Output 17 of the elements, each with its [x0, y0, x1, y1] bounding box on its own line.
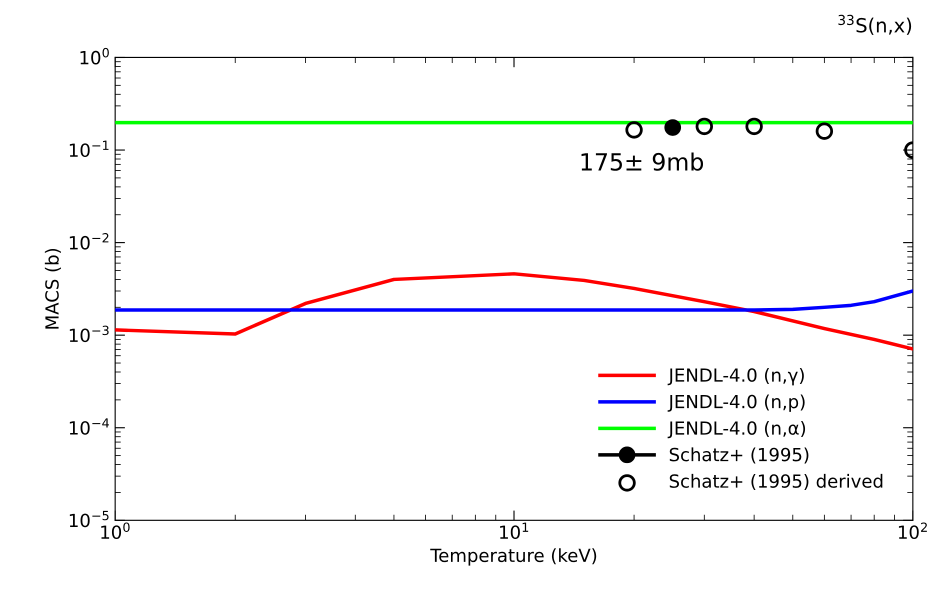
legend-label: Schatz+ (1995) derived — [670, 474, 882, 490]
legend-label: JENDL-4.0 (n,p) — [668, 394, 805, 412]
y-tick-label: 10$^{−1}$ — [70, 140, 108, 158]
legend-label: Schatz+ (1995) — [670, 447, 808, 464]
chart-title: $^{33}$S(n,x) — [838, 14, 912, 35]
y-tick-label: 10$^{−3}$ — [70, 326, 109, 342]
y-tick-label: 10$^{−2}$ — [70, 233, 108, 250]
legend-label: JENDL-4.0 (n,α) — [668, 420, 806, 438]
annotation: 175± 9mb — [582, 152, 704, 171]
x-tick-label: 10$^{1}$ — [500, 522, 528, 540]
x-tick-label: 10$^{2}$ — [898, 522, 927, 539]
x-tick-label: 10$^{0}$ — [101, 522, 130, 539]
x-axis-title: Temperature (keV) — [430, 548, 596, 566]
y-axis-title: MACS (b) — [44, 248, 61, 329]
legend-label: JENDL-4.0 (n,γ) — [668, 368, 804, 386]
y-tick-label: 10$^{0}$ — [80, 48, 109, 64]
y-tick-label: 10$^{−4}$ — [70, 418, 109, 435]
